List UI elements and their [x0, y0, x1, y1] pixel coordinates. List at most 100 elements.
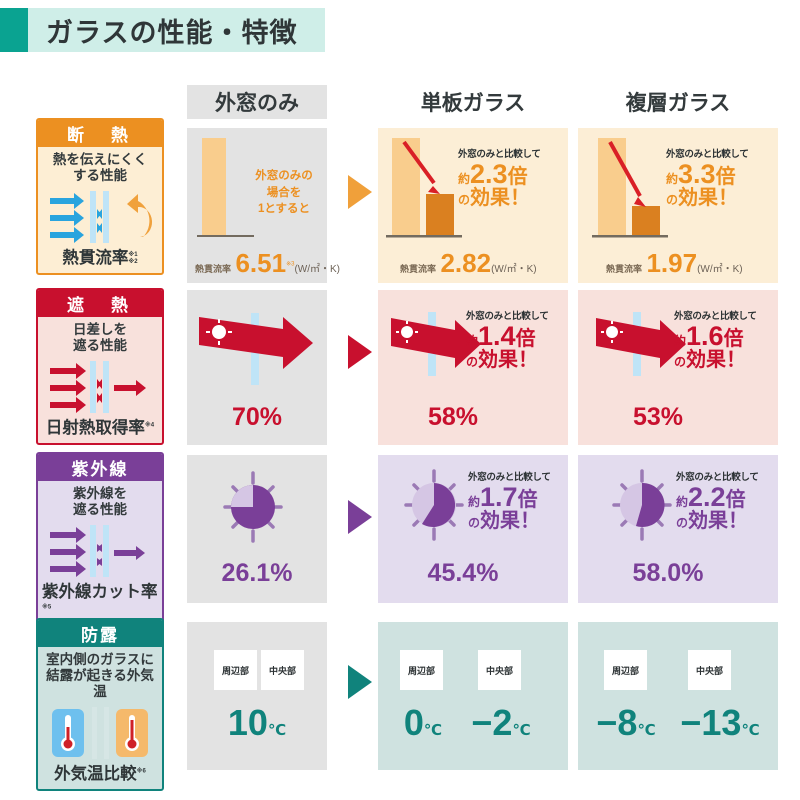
solar-arrow-graphic [391, 312, 481, 376]
cell-uv-double-glazing: 外窓のみと比較して 約2.2倍 の効果！ 58.0% [578, 455, 778, 603]
row-card-title: 紫外線 [38, 454, 162, 481]
ratio-number: 2.2 [688, 482, 726, 512]
value-uv-col1: 26.1% [221, 559, 293, 587]
ratio-particle: の [466, 354, 479, 369]
footnote-mark-5: ※5 [42, 604, 52, 611]
cell-insulation-double-glazing: 外窓のみと比較して 約3.3倍 の効果！ 熱貫流率 1.97(W/㎡・K) [578, 128, 778, 283]
metric-value: 1.97 [646, 248, 698, 278]
row-card-metric-uv: 紫外線カット率 ※5 [42, 583, 158, 621]
metric-label: 熱貫流率 [606, 264, 643, 274]
ratio-number: 1.6 [686, 321, 724, 351]
column-header-double-glazing: 複層ガラス [578, 85, 778, 119]
ratio-approx: 約 [468, 495, 481, 509]
cell-condensation-exterior-window-only: 周辺部 中央部 10℃ [187, 622, 327, 770]
ratio-effect: 効果！ [686, 348, 747, 371]
row-card-insulation: 断 熱 熱を伝えにくく する性能 [36, 118, 164, 275]
row-card-subtitle-line1: 紫外線を [73, 486, 127, 501]
solar-shading-icon [44, 357, 156, 417]
ratio-multiplier: 倍 [515, 328, 536, 350]
title-accent-block [0, 8, 28, 52]
ratio-effect: 効果！ [678, 186, 739, 209]
value-solar-col1: 70% [231, 403, 283, 431]
flow-arrow-solar [348, 335, 372, 369]
row-card-metric-solar: 日射熱取得率※4 [46, 419, 154, 439]
temp-edge-value: −8 [596, 702, 638, 743]
comparison-note-uv-double: 外窓のみと比較して 約2.2倍 の効果！ [676, 469, 759, 532]
temp-edge-unit: ℃ [423, 722, 443, 739]
footnote-mark-2: ※2 [128, 258, 138, 265]
row-card-subtitle-line2: 遮る性能 [73, 501, 127, 517]
cell-condensation-single-pane: 周辺部 中央部 0℃ −2℃ [378, 622, 568, 770]
metric-label: 熱貫流率 [195, 264, 232, 274]
ratio-approx: 約 [676, 495, 689, 509]
ratio-particle: の [674, 354, 687, 369]
row-card-metric-label: 熱貫流率 [62, 248, 129, 267]
temp-center-unit: ℃ [512, 722, 531, 739]
label-box-center: 中央部 [478, 650, 521, 690]
flow-arrow-insulation [348, 175, 372, 209]
ratio-approx: 約 [458, 172, 471, 186]
ratio-approx: 約 [666, 172, 679, 186]
ratio-effect: 効果！ [470, 186, 531, 209]
metric-unit: (W/㎡・K) [491, 264, 537, 275]
metric-unit: (W/㎡・K) [294, 264, 340, 275]
value-solar-col3: 53% [632, 403, 684, 431]
flow-arrow-uv [348, 500, 372, 534]
uv-sun-pie-icon [223, 471, 283, 543]
metric-value: 6.51 [235, 248, 287, 278]
ratio-particle: の [666, 192, 679, 207]
cell-solar-single-pane: 外窓のみと比較して 約1.4倍 の効果！ 58% [378, 290, 568, 445]
row-card-metric-label: 外気温比較 [54, 764, 137, 783]
metric-value: 2.82 [440, 248, 492, 278]
column-header-label: 外窓のみ [215, 92, 299, 115]
temp-center-value: −2 [471, 702, 513, 743]
comparison-caption: 外窓のみと比較して [458, 149, 541, 160]
temp-edge-unit: ℃ [637, 722, 656, 739]
label-box-center: 中央部 [688, 650, 731, 690]
comparison-caption: 外窓のみと比較して [674, 311, 757, 322]
cell-insulation-exterior-window-only: 外窓のみの 場合を 1とすると 熱貫流率 6.51※3(W/㎡・K) [187, 128, 340, 283]
value-solar-col2: 58% [427, 403, 479, 431]
bar-chart-single-pane [386, 138, 462, 238]
temp-edge-unit: ℃ [267, 722, 287, 739]
uv-sun-pie-icon [404, 469, 464, 541]
ratio-number: 1.4 [478, 321, 516, 351]
row-card-subtitle-line1: 熱を伝えにくく [52, 152, 148, 167]
page-title-bar: ガラスの性能・特徴 [0, 8, 325, 52]
ratio-effect: 効果！ [688, 509, 749, 532]
cell-uv-single-pane: 外窓のみと比較して 約1.7倍 の効果！ 45.4% [378, 455, 568, 603]
ratio-particle: の [676, 515, 689, 530]
row-card-subtitle-line2: する性能 [73, 167, 127, 183]
ratio-multiplier: 倍 [517, 489, 538, 511]
condensation-thermometer-icon [44, 703, 156, 763]
baseline-note-line2: 場合を [266, 186, 302, 199]
ratio-number: 3.3 [678, 159, 716, 189]
ratio-multiplier: 倍 [715, 166, 736, 188]
ratio-approx: 約 [674, 334, 687, 348]
bar-axis [197, 235, 254, 237]
comparison-note-uv-single: 外窓のみと比較して 約1.7倍 の効果！ [468, 469, 551, 532]
row-card-subtitle-line1: 日差しを [73, 322, 127, 337]
metric-readout-insulation-col3: 熱貫流率 1.97(W/㎡・K) [606, 248, 743, 279]
row-card-title: 防露 [38, 620, 162, 647]
row-card-title: 断 熱 [38, 120, 162, 147]
solar-arrow-graphic [596, 312, 686, 376]
label-box-edge: 周辺部 [400, 650, 443, 690]
comparison-note-single-pane: 外窓のみと比較して 約2.3倍 の効果！ [458, 146, 541, 209]
bar-baseline [202, 138, 226, 235]
row-card-condensation: 防露 室内側のガラスに 結露が起きる外気温 [36, 618, 164, 791]
ratio-multiplier: 倍 [725, 489, 746, 511]
column-header-single-pane: 単板ガラス [378, 85, 568, 119]
title-body: ガラスの性能・特徴 [28, 8, 325, 52]
temp-value-col1: 10℃ [187, 702, 327, 744]
row-card-title: 遮 熱 [38, 290, 162, 317]
comparison-note-solar-single: 外窓のみと比較して 約1.4倍 の効果！ [466, 308, 549, 371]
row-card-subtitle-line2: 結露が起きる外気温 [46, 667, 154, 699]
row-card-metric-insulation: 熱貫流率 ※1 ※2 [62, 249, 137, 269]
row-card-solar-shading: 遮 熱 日差しを 遮る性能 [36, 288, 164, 445]
temp-center-unit: ℃ [741, 722, 760, 739]
temp-edge-value: 10 [227, 702, 268, 743]
cell-solar-double-glazing: 外窓のみと比較して 約1.6倍 の効果！ 53% [578, 290, 778, 445]
ratio-effect: 効果！ [478, 348, 539, 371]
ratio-multiplier: 倍 [507, 166, 528, 188]
